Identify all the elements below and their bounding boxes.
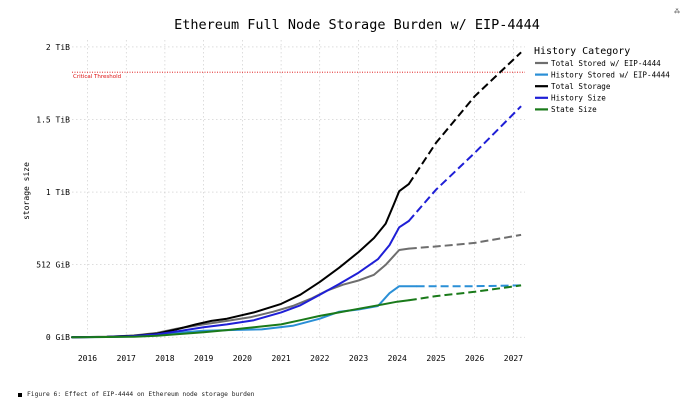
caption-bullet-icon bbox=[18, 392, 22, 397]
x-tick-label: 2022 bbox=[310, 354, 329, 363]
legend-label: State Size bbox=[551, 105, 597, 114]
plot-area: 2016 2017 2018 2019 2020 2021 2022 2023 2024 2025… bbox=[36, 40, 525, 363]
y-tick-label: 0 GiB bbox=[46, 333, 70, 342]
series-projection-3 bbox=[408, 105, 522, 222]
x-tick-label: 2023 bbox=[349, 354, 368, 363]
figure-caption: Figure 6: Effect of EIP-4444 on Ethereum… bbox=[18, 391, 254, 398]
legend: History Category Total Stored w/ EIP-4444… bbox=[534, 46, 670, 114]
series-projection-4 bbox=[408, 284, 522, 302]
legend-label: Total Storage bbox=[551, 82, 611, 91]
x-tick-label: 2025 bbox=[426, 354, 445, 363]
y-tick-label: 1 TiB bbox=[46, 188, 70, 197]
x-tick-label: 2019 bbox=[194, 354, 213, 363]
threshold-label: Critical Threshold bbox=[73, 74, 121, 80]
x-tick-label: 2021 bbox=[271, 354, 290, 363]
x-tick-label: 2027 bbox=[504, 354, 523, 363]
y-tick-label: 1.5 TiB bbox=[36, 115, 70, 124]
x-tick-label: 2018 bbox=[155, 354, 174, 363]
y-axis-label: storage size bbox=[22, 162, 31, 220]
x-tick-label: 2026 bbox=[465, 354, 484, 363]
legend-label: History Stored w/ EIP-4444 bbox=[551, 70, 670, 79]
legend-label: Total Stored w/ EIP-4444 bbox=[551, 59, 661, 68]
y-tick-label: 512 GiB bbox=[36, 261, 70, 270]
x-tick-label: 2016 bbox=[78, 354, 97, 363]
series-projection-0 bbox=[408, 233, 522, 250]
chart-title: Ethereum Full Node Storage Burden w/ EIP… bbox=[174, 17, 540, 33]
legend-title: History Category bbox=[534, 46, 630, 57]
series-projection-2 bbox=[407, 51, 522, 185]
series-projection-1 bbox=[416, 284, 522, 288]
x-tick-label: 2024 bbox=[388, 354, 407, 363]
caption-text: Figure 6: Effect of EIP-4444 on Ethereum… bbox=[27, 391, 255, 398]
x-tick-label: 2017 bbox=[117, 354, 136, 363]
series-line-3 bbox=[71, 220, 410, 339]
y-tick-label: 2 TiB bbox=[46, 43, 70, 52]
series-line-1 bbox=[71, 285, 418, 339]
x-tick-label: 2020 bbox=[233, 354, 252, 363]
legend-label: History Size bbox=[551, 94, 606, 103]
corner-mark: ⁂ bbox=[674, 8, 680, 15]
series-line-4 bbox=[71, 299, 410, 339]
